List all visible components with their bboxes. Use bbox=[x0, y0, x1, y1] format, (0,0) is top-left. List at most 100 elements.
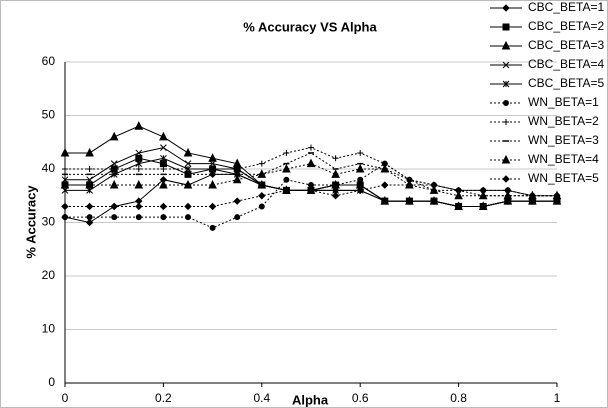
marker bbox=[208, 179, 217, 189]
marker bbox=[159, 202, 168, 211]
marker bbox=[62, 214, 68, 221]
marker bbox=[233, 197, 241, 205]
marker bbox=[234, 214, 241, 221]
legend-marker bbox=[502, 4, 510, 12]
series-line bbox=[65, 152, 557, 197]
legend-marker bbox=[503, 119, 509, 125]
marker bbox=[135, 166, 142, 172]
legend-marker bbox=[502, 61, 510, 69]
marker bbox=[232, 174, 242, 184]
marker bbox=[258, 181, 266, 189]
marker bbox=[184, 160, 192, 168]
marker bbox=[110, 202, 118, 211]
marker bbox=[60, 147, 70, 157]
marker bbox=[185, 214, 191, 221]
x-tick-label: 0.4 bbox=[253, 391, 270, 405]
marker bbox=[455, 203, 462, 210]
legend-label: WN_BETA=5 bbox=[528, 171, 599, 185]
y-tick-label: 40 bbox=[42, 161, 56, 175]
legend-marker bbox=[502, 23, 510, 31]
marker bbox=[86, 214, 93, 221]
series-line bbox=[65, 184, 557, 207]
legend-label: WN_BETA=3 bbox=[528, 133, 599, 147]
marker bbox=[109, 179, 119, 189]
marker bbox=[331, 192, 340, 200]
marker bbox=[331, 169, 340, 178]
marker bbox=[209, 160, 216, 168]
marker bbox=[185, 166, 191, 172]
marker bbox=[283, 176, 290, 183]
marker bbox=[357, 149, 364, 156]
marker bbox=[208, 202, 217, 211]
marker bbox=[135, 154, 143, 162]
marker bbox=[430, 181, 438, 189]
marker bbox=[234, 166, 241, 172]
marker bbox=[258, 203, 265, 210]
marker bbox=[405, 181, 414, 189]
legend-label: WN_BETA=2 bbox=[528, 114, 599, 128]
y-tick-label: 0 bbox=[48, 375, 55, 389]
marker bbox=[134, 179, 144, 189]
marker bbox=[332, 155, 339, 162]
legend-marker bbox=[501, 154, 511, 164]
marker bbox=[478, 190, 488, 200]
legend-label: CBC_BETA=1 bbox=[528, 0, 604, 14]
legend-label: CBC_BETA=3 bbox=[528, 38, 604, 52]
marker bbox=[86, 166, 93, 172]
legend-label: WN_BETA=1 bbox=[528, 95, 599, 109]
marker bbox=[134, 121, 144, 130]
marker bbox=[135, 214, 142, 221]
legend-label: WN_BETA=4 bbox=[528, 152, 599, 166]
marker bbox=[159, 179, 168, 189]
marker bbox=[308, 144, 314, 151]
marker bbox=[257, 169, 267, 178]
marker bbox=[429, 185, 439, 194]
marker bbox=[160, 166, 167, 172]
marker bbox=[208, 153, 217, 162]
marker bbox=[479, 186, 487, 195]
legend-label: CBC_BETA=5 bbox=[528, 76, 604, 90]
marker bbox=[282, 186, 291, 195]
marker bbox=[454, 186, 463, 195]
legend-marker bbox=[502, 80, 510, 88]
marker bbox=[160, 214, 167, 221]
marker bbox=[109, 131, 119, 141]
y-tick-label: 50 bbox=[42, 108, 56, 122]
marker bbox=[135, 149, 143, 157]
marker bbox=[430, 197, 438, 205]
marker bbox=[159, 160, 167, 168]
marker bbox=[135, 160, 143, 168]
legend: CBC_BETA=1 CBC_BETA=2 CBC_BETA=3 CBC_BETA=4… bbox=[490, 0, 604, 185]
marker bbox=[504, 186, 512, 195]
marker bbox=[258, 160, 265, 167]
x-tick-label: 0.2 bbox=[155, 391, 172, 405]
chart-title: % Accuracy VS Alpha bbox=[243, 19, 377, 34]
marker bbox=[183, 147, 193, 157]
marker bbox=[183, 179, 193, 189]
y-axis-title: % Accuracy bbox=[23, 185, 38, 259]
marker bbox=[332, 182, 339, 189]
marker bbox=[283, 149, 290, 156]
legend-label: CBC_BETA=4 bbox=[528, 57, 604, 71]
x-tick-label: 0.6 bbox=[352, 391, 369, 405]
marker bbox=[258, 192, 266, 200]
marker bbox=[110, 160, 118, 168]
marker bbox=[307, 186, 315, 195]
marker bbox=[479, 203, 487, 210]
marker bbox=[135, 202, 143, 211]
marker bbox=[61, 202, 69, 211]
marker bbox=[86, 176, 93, 184]
legend-marker bbox=[501, 40, 511, 50]
x-tick-label: 0 bbox=[62, 391, 69, 405]
y-tick-label: 30 bbox=[42, 215, 56, 229]
marker bbox=[381, 181, 389, 189]
marker bbox=[184, 202, 192, 211]
y-tick-label: 60 bbox=[42, 54, 56, 68]
x-tick-label: 1 bbox=[554, 391, 561, 405]
marker bbox=[85, 218, 94, 227]
x-axis-title: Alpha bbox=[292, 392, 329, 407]
legend-marker bbox=[502, 175, 510, 183]
marker bbox=[61, 176, 69, 184]
marker bbox=[380, 163, 390, 173]
